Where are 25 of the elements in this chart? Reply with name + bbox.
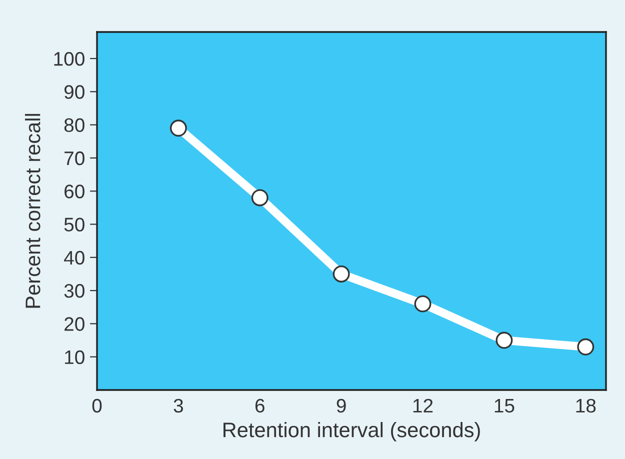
point [577, 338, 594, 356]
x-tick-label: 15 [494, 399, 514, 413]
x-tick-label: 12 [413, 398, 433, 412]
y-tick-label: 10 [65, 350, 84, 364]
y-tick-label: 80 [64, 118, 84, 132]
x-tick-label: 3 [174, 398, 183, 413]
x-tick-label: 6 [255, 398, 264, 413]
y-tick-label: 60 [64, 184, 84, 198]
y-tick-label: 50 [64, 218, 84, 232]
x-tick-label: 9 [336, 398, 346, 413]
x-tick-label: 0 [92, 398, 102, 413]
point [170, 120, 187, 137]
y-tick-label: 40 [64, 250, 84, 265]
point [496, 332, 513, 349]
point [414, 295, 432, 312]
x-axis-title: Retention interval (seconds) [224, 422, 480, 442]
point [332, 266, 350, 282]
y-tick-label: 70 [64, 151, 84, 166]
y-tick-label: 30 [64, 284, 84, 298]
y-tick-label: 90 [64, 85, 84, 99]
y-tick-label: 20 [64, 317, 84, 331]
point [251, 189, 268, 206]
y-axis-title: Percent correct recall [25, 114, 40, 308]
y-tick-label: 100 [54, 52, 84, 66]
x-tick-label: 18 [576, 398, 596, 413]
